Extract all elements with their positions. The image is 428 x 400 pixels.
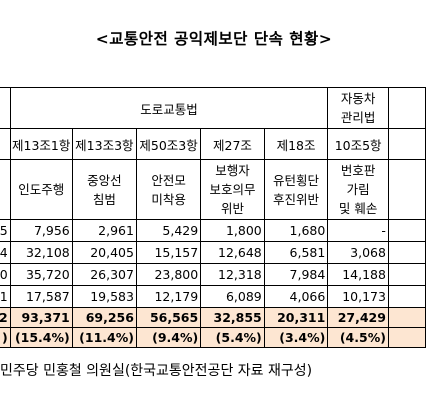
header-group-row: 도로교통법 자동차 관리법 — [0, 87, 427, 129]
table-cell: 4,066 — [263, 285, 329, 308]
violation-header: 인도주행 — [18, 182, 65, 197]
violation-header: 유턴횡단 후진위반 — [273, 172, 320, 207]
article-header: 10조5항 — [327, 128, 389, 160]
violation-header: 보행자 보호의무 위반 — [209, 163, 256, 216]
vehicle-law-label: 자동차 관리법 — [340, 91, 376, 125]
article-row: 제13조1항 제13조3항 제50조3항 제27조 제18조 10조5항 — [0, 128, 427, 160]
violation-row: 인도주행 중앙선 침범 안전모 미착용 보행자 보호의무 위반 유턴횡단 후진위… — [0, 159, 427, 220]
percent-cell: (9.4%) — [135, 327, 202, 348]
row-label: 0 — [0, 263, 11, 286]
article-header: 제50조3항 — [135, 128, 202, 160]
table-cell: - — [327, 219, 389, 242]
table-cell: 14,188 — [327, 263, 389, 286]
page-title: <교통안전 공익제보단 단속 현황> — [95, 30, 333, 48]
percent-row: ) (15.4%) (11.4%) (9.4%) (5.4%) (3.4%) (… — [0, 327, 427, 348]
table-cell: 3,068 — [327, 241, 389, 264]
percent-cell: (15.4%) — [9, 327, 73, 348]
road-traffic-act-header: 도로교통법 — [9, 87, 329, 129]
percent-cell: (11.4%) — [71, 327, 137, 348]
table-cell: 7,984 — [263, 263, 329, 286]
source-footnote: 민주당 민홍철 의원실(한국교통안전공단 자료 재구성) — [0, 363, 313, 379]
total-cell: 27,429 — [327, 307, 389, 328]
table-cell: 5,429 — [135, 219, 202, 242]
percent-cell: (4.5%) — [327, 327, 389, 348]
article-header: 제18조 — [263, 128, 329, 160]
article-header: 제13조1항 — [9, 128, 73, 160]
table-cell: 26,307 — [71, 263, 137, 286]
total-cell: 20,311 — [263, 307, 329, 328]
total-cell: 69,256 — [71, 307, 137, 328]
total-label: 2 — [0, 307, 11, 328]
table-cell: 7,956 — [9, 219, 73, 242]
table-cell: 12,648 — [200, 241, 265, 264]
table-cell: 35,720 — [9, 263, 73, 286]
row-label: 5 — [0, 219, 11, 242]
table-cell: 19,583 — [71, 285, 137, 308]
table-row: 1 17,587 19,583 12,179 6,089 4,066 10,17… — [0, 285, 427, 308]
percent-cell: (3.4%) — [263, 327, 329, 348]
article-header: 제13조3항 — [71, 128, 137, 160]
total-cell: 93,371 — [9, 307, 73, 328]
table-cell: 1,800 — [200, 219, 265, 242]
total-cell: 32,855 — [200, 307, 265, 328]
table-row: 0 35,720 26,307 23,800 12,318 7,984 14,1… — [0, 263, 427, 286]
table-cell: 1,680 — [263, 219, 329, 242]
table-row: 4 32,108 20,405 15,157 12,648 6,581 3,06… — [0, 241, 427, 264]
row-label: 1 — [0, 285, 11, 308]
vehicle-management-act-header: 자동차 관리법 — [327, 87, 389, 129]
table-cell: 15,157 — [135, 241, 202, 264]
table-cell: 32,108 — [9, 241, 73, 264]
row-label: 4 — [0, 241, 11, 264]
total-row: 2 93,371 69,256 56,565 32,855 20,311 27,… — [0, 307, 427, 328]
table-cell: 23,800 — [135, 263, 202, 286]
table-cell: 12,318 — [200, 263, 265, 286]
enforcement-table: 도로교통법 자동차 관리법 제13조1항 제13조3항 제50조3항 제27조 … — [0, 87, 427, 348]
table-cell: 10,173 — [327, 285, 389, 308]
violation-header: 중앙선 침범 — [87, 172, 122, 207]
table-cell: 12,179 — [135, 285, 202, 308]
article-header: 제27조 — [200, 128, 265, 160]
table-cell: 6,089 — [200, 285, 265, 308]
table-cell: 17,587 — [9, 285, 73, 308]
percent-label: ) — [0, 327, 11, 348]
percent-cell: (5.4%) — [200, 327, 265, 348]
table-cell: 6,581 — [263, 241, 329, 264]
total-cell: 56,565 — [135, 307, 202, 328]
violation-header: 번호판 가림 및 훼손 — [338, 163, 378, 216]
table-cell: 2,961 — [71, 219, 137, 242]
table-cell: 20,405 — [71, 241, 137, 264]
violation-header: 안전모 미착용 — [151, 172, 186, 207]
table-row: 5 7,956 2,961 5,429 1,800 1,680 - — [0, 219, 427, 242]
